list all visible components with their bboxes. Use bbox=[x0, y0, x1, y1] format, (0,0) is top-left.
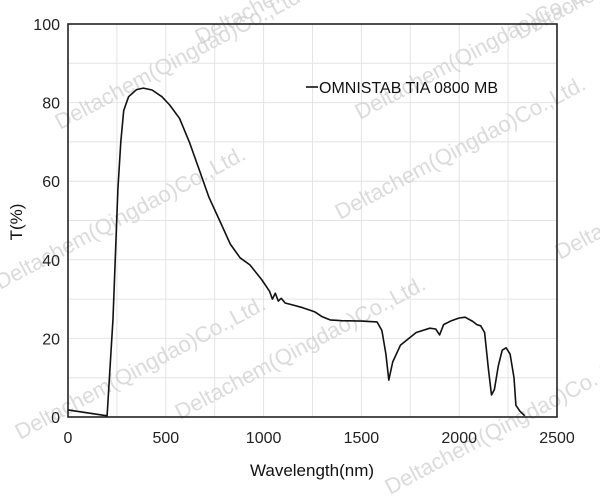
legend: OMNISTAB TIA 0800 MB bbox=[306, 80, 498, 97]
y-axis-title: T(%) bbox=[7, 204, 26, 241]
x-tick-label: 1500 bbox=[344, 430, 380, 447]
y-tick-label: 80 bbox=[42, 96, 60, 113]
series-line bbox=[67, 87, 526, 417]
y-tick-label: 40 bbox=[42, 253, 60, 270]
watermark-text: Deltachem(Qingdao)Co.,Ltd. bbox=[381, 346, 600, 500]
y-tick-label: 20 bbox=[42, 331, 60, 348]
y-axis-ticks: 0 20 40 60 80 100 bbox=[33, 17, 60, 427]
y-tick-label: 60 bbox=[42, 174, 60, 191]
watermark-text: Deltachem(Qingdao)Co.,Ltd. bbox=[511, 0, 600, 44]
x-tick-label: 0 bbox=[64, 430, 73, 447]
watermark-text: Deltachem(Qingdao)Co.,Ltd. bbox=[551, 111, 600, 265]
x-axis-title: Wavelength(nm) bbox=[250, 461, 374, 480]
y-tick-label: 100 bbox=[33, 17, 60, 34]
watermark-text: Deltachem(Qingdao)Co.,Ltd. bbox=[51, 0, 310, 134]
x-tick-label: 500 bbox=[152, 430, 179, 447]
x-axis-ticks: 0 500 1000 1500 2000 2500 bbox=[64, 430, 575, 447]
x-tick-label: 2500 bbox=[539, 430, 575, 447]
watermark-text: Deltachem(Qingdao)Co.,Ltd. bbox=[171, 271, 430, 425]
y-tick-label: 0 bbox=[51, 410, 60, 427]
legend-label: OMNISTAB TIA 0800 MB bbox=[319, 80, 498, 97]
plot-frame bbox=[67, 23, 558, 418]
x-tick-label: 1000 bbox=[246, 430, 282, 447]
watermark-text: Deltachem(Qingdao)Co.,Ltd. bbox=[0, 141, 250, 295]
x-tick-label: 2000 bbox=[441, 430, 477, 447]
watermark-text: Deltachem(Qingdao)Co.,Ltd. bbox=[11, 291, 270, 445]
